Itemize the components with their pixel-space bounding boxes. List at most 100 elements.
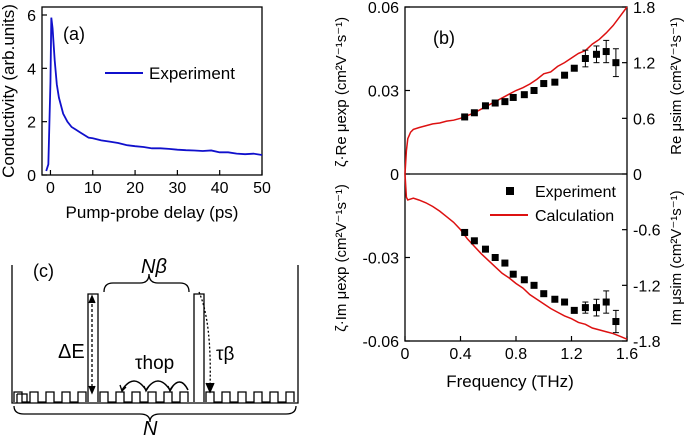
panel-b-xlabel: Frequency (THz): [446, 372, 574, 391]
label-tau-beta: τβ: [216, 344, 235, 365]
label-n-beta: Nβ: [141, 256, 167, 278]
panel-b-marker-imag: [481, 245, 489, 253]
panel-b-marker-real: [581, 54, 589, 62]
panel-b-legend-experiment: Experiment: [535, 184, 616, 201]
panel-a-y-tick-label: 4: [27, 61, 36, 78]
barrier-left: [87, 293, 99, 402]
hop-arrows: [121, 380, 189, 391]
panel-b-marker-imag: [540, 290, 548, 298]
panel-b-marker-real: [602, 48, 610, 56]
panel-b-marker-imag: [551, 295, 559, 303]
panel-b-marker-imag: [509, 270, 517, 278]
panel-b-marker-imag: [561, 298, 569, 306]
panel-b-left-tick-label: 0: [390, 167, 399, 184]
panel-b-left-tick-label: 0.06: [368, 0, 399, 17]
panel-b-legend-calculation: Calculation: [535, 208, 614, 225]
panel-b-ticks: 0 0.4 0.8 1.2 1.6 -0.06 -0.03 0 0.03 0.06 -1.8 -1.2…: [363, 0, 661, 363]
panel-b-marker-imag: [602, 298, 610, 306]
panel-b-right-tick-label: -1.8: [633, 334, 661, 351]
panel-b: 0 0.4 0.8 1.2 1.6 -0.06 -0.03 0 0.03 0.06 -1.8 -1.2…: [333, 0, 685, 391]
panel-b-marker-imag: [612, 318, 620, 326]
hop-arrowheads: [119, 384, 174, 393]
panel-b-marker-imag: [470, 237, 478, 245]
panel-b-right-tick-label: -0.6: [633, 223, 661, 240]
panel-b-marker-imag: [581, 304, 589, 312]
panel-b-marker-real: [561, 71, 569, 79]
panel-a-ylabel: Conductivity (arb.units): [0, 4, 18, 178]
panel-a-y-tick-label: 0: [27, 168, 36, 185]
panel-b-marker-imag: [570, 306, 578, 314]
panel-b-marker-real: [509, 93, 517, 101]
panel-b-x-tick-label: 0.4: [449, 346, 471, 363]
panel-a-y-tick-label: 2: [27, 115, 36, 132]
panel-b-marker-real: [491, 99, 499, 107]
panel-b-ylabel-right-bottom: Im μsim (cm²V⁻¹s⁻¹): [668, 190, 685, 325]
panel-b-x-tick-label: 1.2: [560, 346, 582, 363]
panel-b-right-tick-label: 0: [633, 167, 642, 184]
panel-b-calculation-real-line: [404, 6, 628, 175]
panel-a-x-tick-label: 50: [253, 180, 271, 197]
label-n: N: [143, 418, 158, 438]
panel-b-ylabel-right-top: Re μsim (cm²V⁻¹s⁻¹): [668, 17, 685, 155]
panel-b-right-tick-label: 1.8: [633, 0, 655, 17]
panel-b-marker-imag: [592, 304, 600, 312]
panel-b-right-tick-label: -1.2: [633, 278, 661, 295]
well-comb-left: [13, 391, 87, 403]
panel-a-x-tick-label: 20: [126, 180, 144, 197]
n-brace: [13, 405, 297, 423]
panel-a-label: (a): [63, 24, 85, 44]
panel-b-marker-imag: [501, 259, 509, 267]
panel-b-marker-real: [540, 80, 548, 88]
panel-b-ylabel-left-top: ζ·Re μexp (cm²V⁻¹s⁻¹): [333, 17, 350, 167]
panel-a-x-tick-label: 0: [46, 180, 55, 197]
panel-b-left-tick-label: -0.03: [363, 251, 400, 268]
panel-b-calculation-imag-line: [404, 173, 628, 340]
panel-a-y-tick-label: 6: [27, 8, 36, 25]
label-delta-e: ΔE: [58, 341, 85, 363]
panel-b-marker-real: [520, 91, 528, 99]
escape-arrow: [198, 291, 211, 389]
panel-b-legend-marker: [506, 187, 514, 195]
panel-b-left-tick-label: -0.06: [363, 334, 400, 351]
panel-b-x-tick-label: 0: [401, 346, 410, 363]
panel-b-marker-imag: [461, 228, 469, 236]
panel-b-marker-real: [461, 113, 469, 121]
panel-a: 0 10 20 30 40 50 0 2 4 6 (a) Experiment Pump-prob…: [0, 4, 271, 222]
panel-b-marker-imag: [491, 254, 499, 261]
n-beta-brace: [103, 273, 190, 293]
energy-landscape: [11, 265, 299, 404]
panel-b-marker-real: [470, 109, 478, 117]
panel-a-ticks: 0 10 20 30 40 50 0 2 4 6: [27, 8, 271, 197]
panel-b-x-tick-label: 1.6: [616, 346, 638, 363]
panel-a-frame: [41, 6, 263, 176]
barrier-right: [193, 293, 205, 402]
panel-b-marker-real: [481, 102, 489, 110]
panel-a-x-tick-label: 30: [168, 180, 186, 197]
panel-b-experiment-markers: [461, 39, 620, 334]
panel-b-marker-imag: [520, 276, 528, 284]
label-tau-hop: τhop: [135, 353, 174, 374]
panel-b-marker-imag: [530, 281, 538, 289]
panel-b-marker-real: [530, 87, 538, 94]
delta-e-arrowheads: [88, 294, 96, 395]
panel-a-x-tick-label: 40: [211, 180, 229, 197]
panel-b-label: (b): [433, 28, 455, 48]
panel-b-marker-real: [570, 64, 578, 72]
panel-b-marker-real: [612, 59, 620, 67]
panel-b-x-tick-label: 0.8: [505, 346, 527, 363]
panel-b-marker-real: [501, 98, 509, 106]
panel-c-label: (c): [33, 261, 54, 281]
panel-b-marker-real: [592, 50, 600, 58]
well-comb-middle: [99, 391, 189, 403]
panel-b-right-tick-label: 1.2: [633, 56, 655, 73]
escape-arrowhead: [205, 382, 215, 394]
panel-b-right-tick-label: 0.6: [633, 111, 655, 128]
panel-a-xlabel: Pump-probe delay (ps): [66, 203, 239, 222]
panel-b-left-tick-label: 0.03: [368, 84, 399, 101]
panel-b-marker-real: [551, 78, 559, 86]
panel-a-legend-label: Experiment: [149, 64, 235, 83]
panel-b-ylabel-left-bottom: ζ·Im μexp (cm²V⁻¹s⁻¹): [333, 184, 350, 332]
panel-c-schematic: [11, 265, 299, 423]
panel-a-experiment-line: [45, 17, 263, 172]
